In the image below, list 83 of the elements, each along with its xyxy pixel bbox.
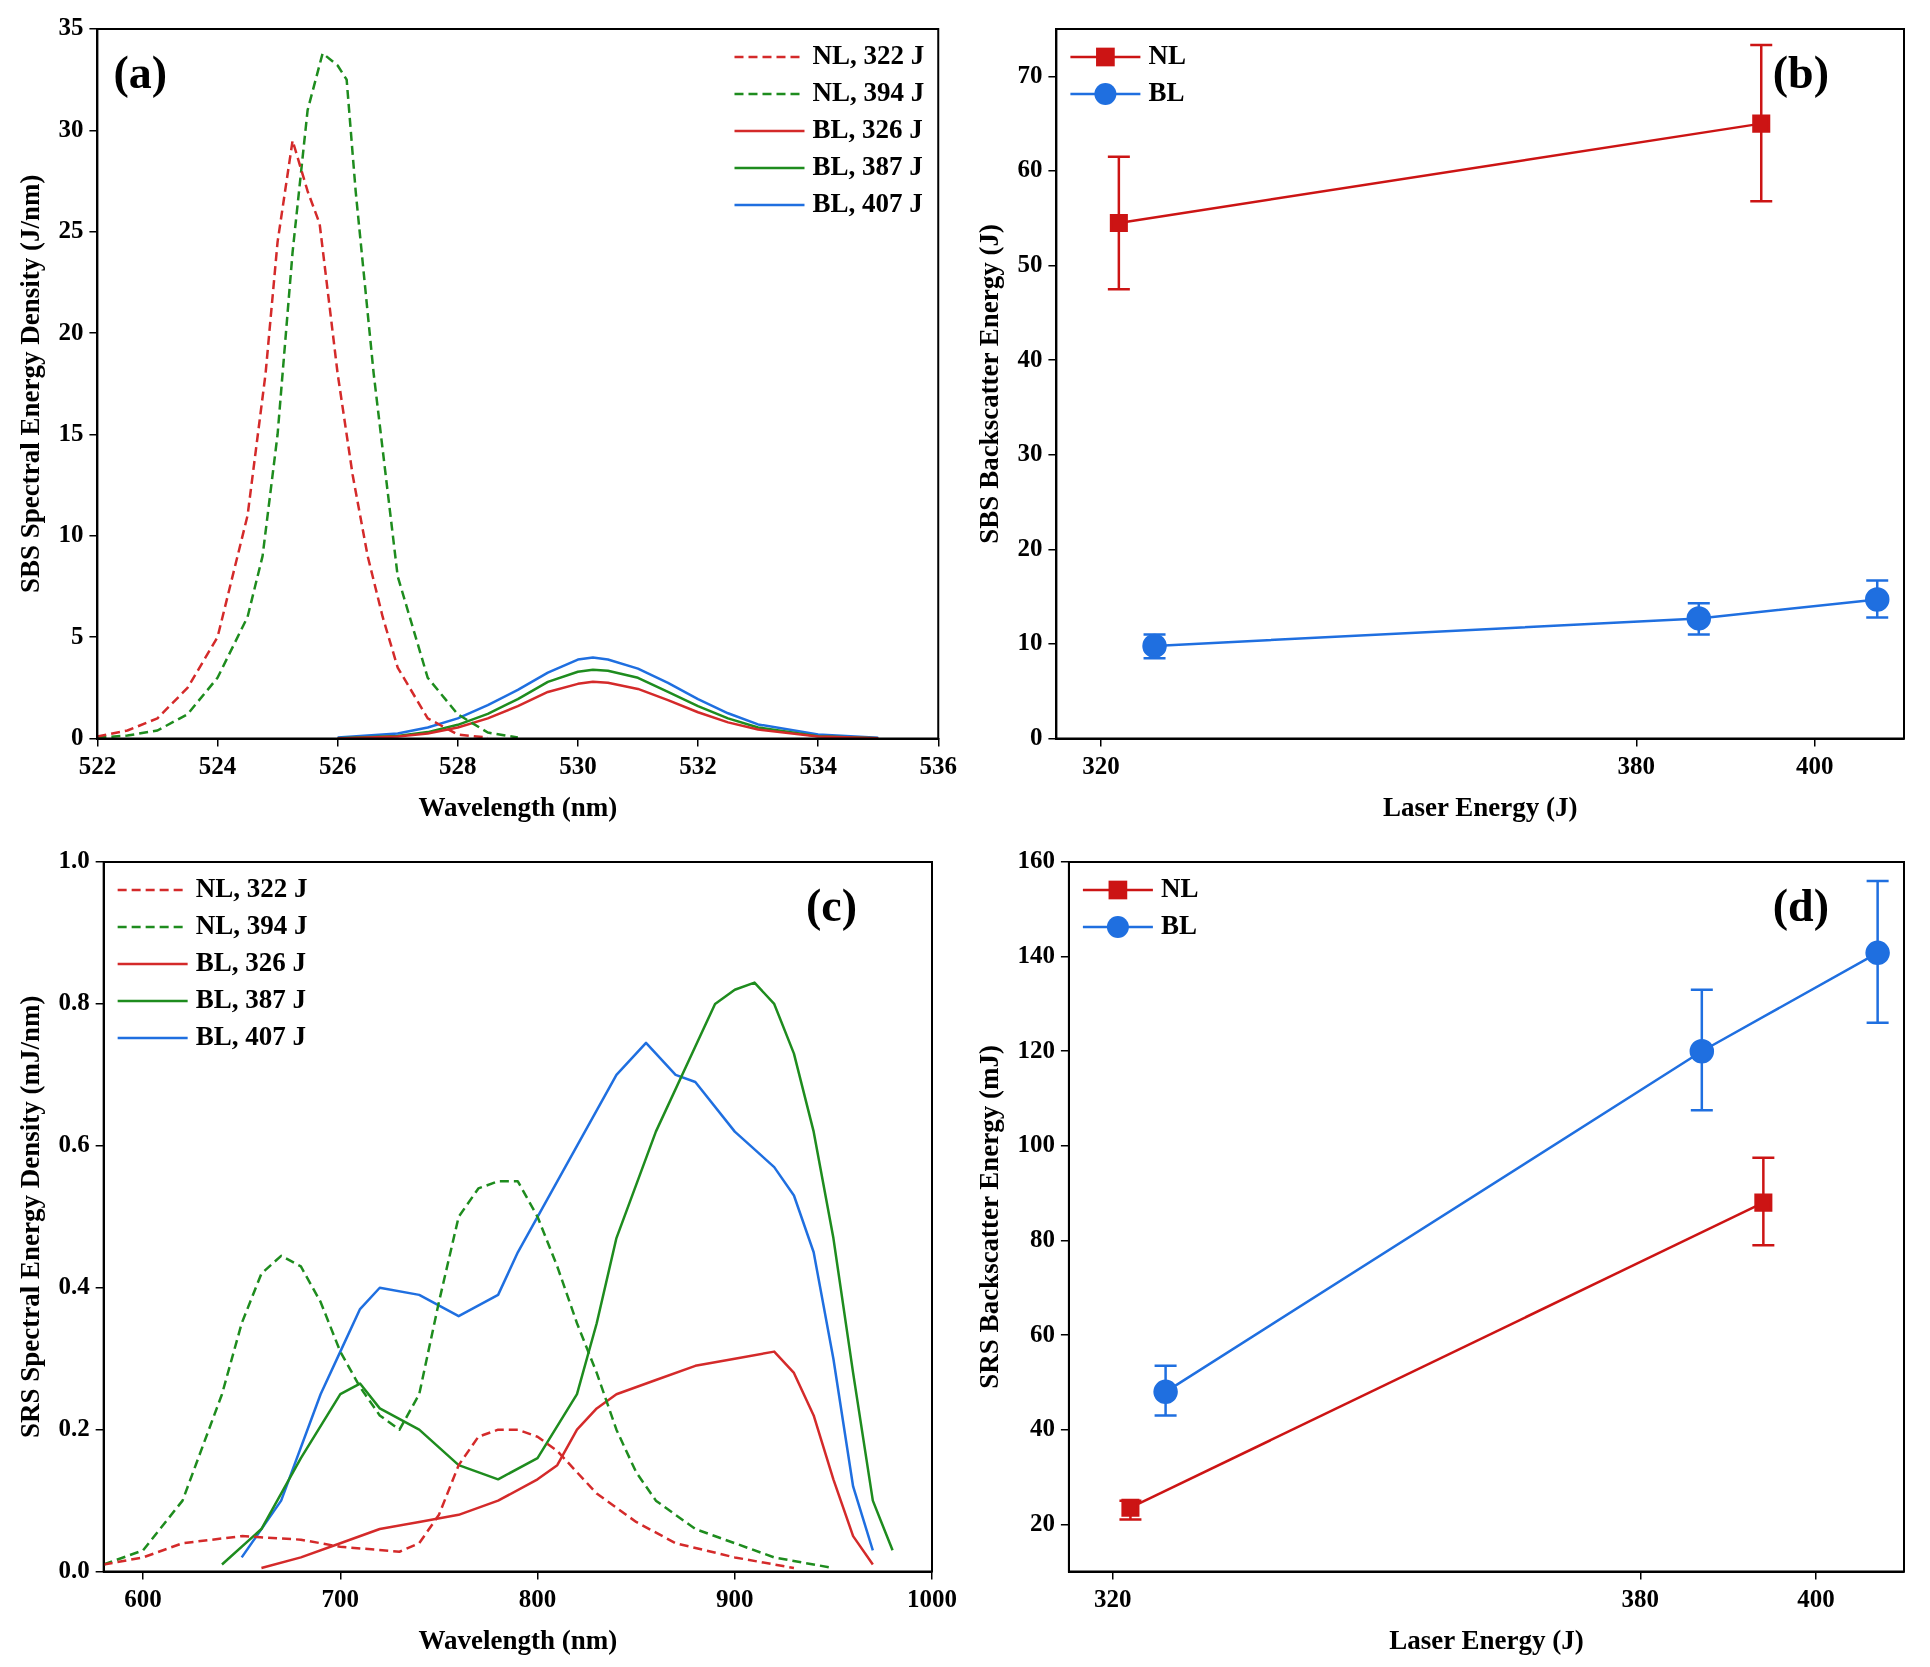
y-tick-label: 60 xyxy=(1029,1319,1055,1347)
point xyxy=(1109,213,1128,232)
y-tick-label: 20 xyxy=(1029,1508,1055,1536)
x-tick-label: 522 xyxy=(78,752,117,780)
x-axis-title: Laser Energy (J) xyxy=(1382,791,1578,822)
annotation: (a) xyxy=(113,46,168,98)
x-tick-label: 534 xyxy=(799,752,838,780)
point xyxy=(1689,1038,1715,1064)
y-tick-label: 0.6 xyxy=(58,1130,90,1158)
y-tick-label: 140 xyxy=(1017,941,1055,969)
y-tick-label: 40 xyxy=(1029,1414,1055,1442)
x-tick-label: 900 xyxy=(716,1585,754,1613)
x-tick-label: 530 xyxy=(559,752,597,780)
y-tick-label: 25 xyxy=(58,216,84,244)
x-tick-label: 380 xyxy=(1621,1585,1660,1613)
y-axis-title: SBS Spectral Energy Density (J/nm) xyxy=(15,174,46,594)
y-tick-label: 30 xyxy=(58,114,84,142)
y-tick-label: 5 xyxy=(70,621,84,649)
y-tick-label: 0 xyxy=(1029,723,1043,751)
x-tick-label: 380 xyxy=(1617,752,1656,780)
legend-label: NL, 322 J xyxy=(812,39,925,70)
x-tick-label: 320 xyxy=(1082,752,1120,780)
annotation: (c) xyxy=(805,879,857,931)
legend-label: BL, 407 J xyxy=(195,1020,306,1051)
y-tick-label: 0.8 xyxy=(58,988,90,1016)
legend-label: BL, 387 J xyxy=(812,150,923,181)
point xyxy=(1865,940,1890,966)
y-tick-label: 70 xyxy=(1017,60,1043,88)
y-tick-label: 120 xyxy=(1017,1035,1055,1063)
y-tick-label: 10 xyxy=(58,520,84,548)
y-tick-label: 1.0 xyxy=(58,846,90,874)
x-tick-label: 400 xyxy=(1796,752,1834,780)
y-tick-label: 0.0 xyxy=(58,1556,90,1584)
annotation: (d) xyxy=(1772,879,1829,931)
legend-label: BL, 326 J xyxy=(812,113,923,144)
x-tick-label: 524 xyxy=(198,752,237,780)
legend-label: NL, 322 J xyxy=(195,872,308,903)
point xyxy=(1864,587,1890,612)
y-axis-title: SRS Backscatter Energy (mJ) xyxy=(974,1044,1005,1389)
y-tick-label: 0 xyxy=(70,723,84,751)
x-tick-label: 1000 xyxy=(907,1585,957,1613)
y-tick-label: 50 xyxy=(1017,249,1043,277)
point xyxy=(1752,114,1771,133)
x-tick-label: 700 xyxy=(321,1585,360,1613)
legend-label: NL, 394 J xyxy=(195,909,308,940)
y-tick-label: 35 xyxy=(58,13,84,41)
y-tick-label: 100 xyxy=(1017,1130,1055,1158)
y-tick-label: 20 xyxy=(1017,533,1043,561)
y-tick-label: 0.4 xyxy=(58,1272,91,1300)
legend-label: BL xyxy=(1160,909,1197,940)
x-tick-label: 526 xyxy=(318,752,357,780)
y-tick-label: 80 xyxy=(1029,1224,1055,1252)
y-tick-label: 20 xyxy=(58,317,84,345)
x-tick-label: 528 xyxy=(439,752,477,780)
x-axis-title: Wavelength (nm) xyxy=(418,791,618,822)
x-tick-label: 532 xyxy=(679,752,717,780)
y-tick-label: 30 xyxy=(1017,439,1043,467)
x-tick-label: 320 xyxy=(1094,1585,1132,1613)
y-tick-label: 0.2 xyxy=(58,1414,90,1442)
y-tick-label: 160 xyxy=(1017,846,1055,874)
y-tick-label: 10 xyxy=(1017,628,1043,656)
legend-label: BL, 387 J xyxy=(195,983,306,1014)
x-tick-label: 400 xyxy=(1797,1585,1835,1613)
annotation: (b) xyxy=(1772,46,1829,98)
legend-label: NL, 394 J xyxy=(812,76,925,107)
x-tick-label: 800 xyxy=(518,1585,557,1613)
legend-label: NL xyxy=(1160,872,1199,903)
legend-label: NL xyxy=(1148,39,1186,70)
x-axis-title: Laser Energy (J) xyxy=(1389,1624,1584,1655)
y-axis-title: SBS Backscatter Energy (J) xyxy=(974,223,1005,544)
point xyxy=(1754,1193,1773,1212)
y-tick-label: 40 xyxy=(1017,344,1043,372)
x-tick-label: 600 xyxy=(124,1585,162,1613)
legend-label: BL, 407 J xyxy=(812,187,923,218)
point xyxy=(1153,1379,1178,1405)
point xyxy=(1686,606,1712,631)
y-axis-title: SRS Spectral Energy Density (mJ/nm) xyxy=(15,995,46,1439)
legend-label: BL, 326 J xyxy=(195,946,306,977)
legend-label: BL xyxy=(1148,76,1185,107)
x-axis-title: Wavelength (nm) xyxy=(418,1624,618,1655)
y-tick-label: 15 xyxy=(58,418,84,446)
x-tick-label: 536 xyxy=(919,752,957,780)
y-tick-label: 60 xyxy=(1017,155,1043,183)
